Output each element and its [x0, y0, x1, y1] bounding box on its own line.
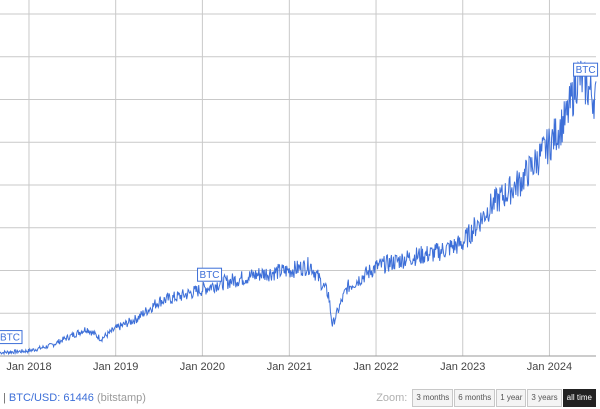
chart-footer: | BTC/USD: 61446 (bitstamp) Zoom: 3 mont…	[0, 388, 600, 408]
btc-flag: BTC	[0, 330, 23, 345]
x-tick-label: Jan 2020	[180, 361, 225, 373]
x-tick-label: Jan 2022	[353, 361, 398, 373]
flag-box	[573, 62, 599, 77]
zoom-controls: Zoom: 3 months 6 months 1 year 3 years a…	[376, 389, 596, 407]
zoom-3-years-button[interactable]: 3 years	[527, 389, 562, 407]
series-layer	[0, 60, 597, 356]
btc-price-line	[0, 60, 597, 356]
current-price: 61446	[63, 392, 94, 404]
flag-box	[0, 330, 23, 345]
x-tick-label: Jan 2019	[93, 361, 138, 373]
x-axis-ticks: Jan 2018 Jan 2019 Jan 2020 Jan 2021 Jan 2022…	[0, 355, 596, 373]
currency-pair: BTC/USD:	[8, 392, 61, 404]
flag-box	[197, 267, 223, 282]
grid	[0, 0, 596, 357]
price-source: (bitstamp)	[96, 392, 146, 404]
zoom-6-months-button[interactable]: 6 months	[454, 389, 496, 407]
btc-flag: BTC	[197, 267, 223, 282]
x-tick-label: Jan 2021	[267, 361, 312, 373]
ticker-separator: |	[3, 392, 6, 404]
price-ticker: | BTC/USD: 61446 (bitstamp)	[3, 392, 146, 404]
annotation-layer: BTC BTC BTC	[0, 62, 599, 345]
x-tick-label: Jan 2023	[440, 361, 485, 373]
zoom-1-year-button[interactable]: 1 year	[496, 389, 527, 407]
price-chart: BTC BTC BTC Jan 2018 Jan 2019 Jan 2020 Jan 20…	[0, 0, 599, 373]
x-tick-label: Jan 2018	[6, 361, 51, 373]
flag-label: BTC	[200, 270, 220, 281]
x-tick-label: Jan 2024	[527, 361, 572, 373]
flag-label: BTC	[576, 65, 596, 76]
zoom-all-time-button[interactable]: all time	[562, 389, 596, 407]
zoom-label: Zoom:	[376, 392, 408, 404]
btc-flag: BTC	[573, 62, 599, 77]
zoom-3-months-button[interactable]: 3 months	[412, 389, 454, 407]
flag-label: BTC	[0, 333, 20, 344]
